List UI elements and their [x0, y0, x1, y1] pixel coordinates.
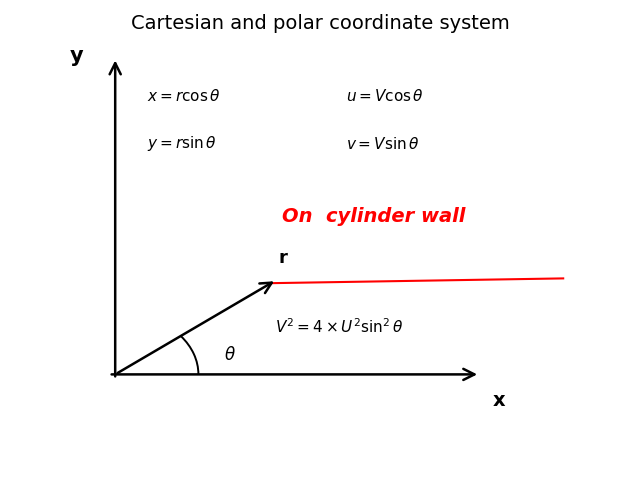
Text: $\mathbf{y}$: $\mathbf{y}$ [69, 48, 84, 68]
Text: $y = r\sin\theta$: $y = r\sin\theta$ [147, 134, 217, 154]
Text: $\mathbf{r}$: $\mathbf{r}$ [278, 249, 289, 267]
Text: On  cylinder wall: On cylinder wall [282, 206, 465, 226]
Text: Cartesian and polar coordinate system: Cartesian and polar coordinate system [131, 14, 509, 34]
Text: $u = V\cos\theta$: $u = V\cos\theta$ [346, 88, 424, 104]
Text: $\mathbf{x}$: $\mathbf{x}$ [492, 391, 506, 410]
Text: $V^2 = 4 \times U^2 \sin^2\theta$: $V^2 = 4 \times U^2 \sin^2\theta$ [275, 317, 403, 336]
Text: $\theta$: $\theta$ [225, 346, 236, 364]
Text: $x = r\cos\theta$: $x = r\cos\theta$ [147, 88, 221, 104]
Text: $v = V\sin\theta$: $v = V\sin\theta$ [346, 136, 419, 152]
